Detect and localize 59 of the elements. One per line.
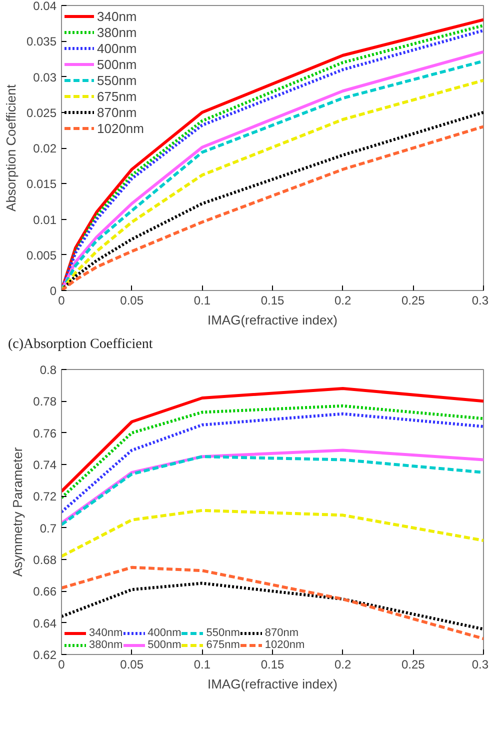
x-tick-label: 0.3 (472, 294, 489, 308)
legend-label: 500nm (148, 639, 182, 651)
line-series (62, 508, 484, 558)
legend-label: 870nm (264, 627, 299, 639)
legend-label: 380nm (89, 639, 123, 651)
y-tick-label: 0.03 (33, 70, 57, 84)
y-tick-label: 0.01 (33, 212, 57, 227)
line-series (62, 404, 484, 500)
y-tick-label: 0.66 (33, 584, 57, 599)
y-tick-label: 0.78 (33, 394, 57, 409)
x-tick-label: 0.1 (194, 294, 211, 308)
x-tick-label: 0.3 (472, 658, 489, 672)
legend-label: 550nm (97, 72, 137, 88)
y-axis-title: Asymmetry Parameter (10, 446, 26, 577)
legend-label: 550nm (206, 627, 240, 639)
legend-label: 870nm (97, 104, 137, 120)
y-tick-label: 0.74 (33, 458, 57, 472)
y-tick-label: 0.025 (26, 106, 57, 120)
x-tick-label: 0.05 (120, 294, 144, 308)
x-tick-label: 0 (58, 658, 66, 672)
legend-label: 400nm (97, 40, 137, 56)
legend-label: 675nm (206, 639, 240, 651)
x-tick-label: 0.05 (120, 658, 144, 672)
legend-label: 1020nm (97, 120, 144, 136)
x-tick-label: 0.2 (334, 658, 352, 672)
y-tick-label: 0.015 (26, 177, 57, 192)
line-series (62, 412, 484, 514)
y-tick-label: 0.7 (40, 521, 57, 536)
legend-label: 340nm (97, 8, 137, 24)
x-tick-label: 0.15 (260, 294, 285, 308)
text: (c)Absorption Coefficient (8, 336, 153, 354)
x-tick-label: 0.25 (401, 658, 426, 672)
x-axis-title: IMAG(refractive index) (207, 312, 338, 328)
y-tick-label: 0.02 (33, 142, 57, 156)
x-tick-label: 0.25 (401, 294, 426, 308)
x-tick-label: 0.1 (194, 658, 211, 672)
x-tick-label: 0.2 (334, 294, 352, 308)
y-tick-label: 0.72 (33, 490, 57, 504)
x-tick-label: 0 (58, 294, 66, 308)
y-tick-label: 0 (50, 284, 57, 298)
line-series (62, 566, 484, 640)
y-tick-label: 0.035 (26, 34, 57, 49)
y-tick-label: 0.62 (33, 648, 57, 662)
y-tick-label: 0.8 (40, 363, 57, 377)
legend-label: 380nm (97, 24, 137, 40)
legend-label: 400nm (148, 627, 182, 639)
x-axis-title: IMAG(refractive index) (207, 676, 338, 692)
line-series (62, 387, 484, 493)
y-tick-label: 0.64 (33, 616, 57, 630)
legend-label: 1020nm (264, 639, 305, 651)
legend-label: 500nm (97, 56, 137, 72)
y-tick-label: 0.005 (26, 248, 57, 262)
x-tick-label: 0.15 (260, 658, 285, 672)
y-axis-title: Absorption Coefficient (3, 84, 18, 212)
legend-label: 675nm (97, 88, 137, 104)
legend-label: 340nm (89, 627, 123, 639)
y-tick-label: 0.68 (33, 553, 57, 567)
y-tick-label: 0.04 (33, 0, 57, 13)
y-tick-label: 0.76 (33, 426, 57, 440)
